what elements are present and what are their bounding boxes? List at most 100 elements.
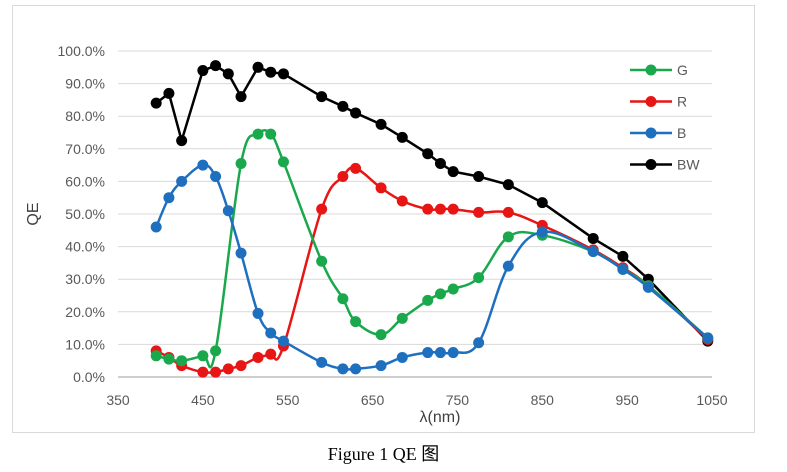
data-point-b (642, 281, 654, 293)
data-point-b (702, 332, 714, 344)
data-point-g (197, 350, 209, 362)
legend-label-b: B (677, 125, 686, 141)
data-point-b (447, 347, 459, 359)
data-point-bw (375, 118, 387, 130)
data-point-b (587, 245, 599, 257)
y-tick-label: 80.0% (65, 108, 105, 124)
x-tick-label: 550 (276, 392, 300, 408)
data-point-bw (617, 250, 629, 262)
y-tick-label: 0.0% (73, 369, 105, 385)
data-point-g (277, 156, 289, 168)
y-tick-label: 100.0% (58, 43, 105, 59)
data-point-bw (316, 91, 328, 103)
data-point-bw (587, 232, 599, 244)
data-point-r (447, 203, 459, 215)
chart-frame (12, 5, 755, 433)
data-point-r (235, 360, 247, 372)
data-point-r (375, 182, 387, 194)
data-point-r (222, 363, 234, 375)
data-point-r (473, 206, 485, 218)
data-point-b (235, 247, 247, 259)
data-point-g (176, 355, 188, 367)
data-point-r (422, 203, 434, 215)
data-point-bw (163, 87, 175, 99)
data-point-g (252, 128, 264, 140)
data-point-bw (502, 179, 514, 191)
data-point-r (197, 366, 209, 378)
x-tick-label: 450 (191, 392, 215, 408)
data-point-g (375, 329, 387, 341)
y-tick-label: 70.0% (65, 141, 105, 157)
x-tick-label: 950 (615, 392, 639, 408)
data-point-g (316, 255, 328, 267)
data-point-r (434, 203, 446, 215)
data-point-b (210, 171, 222, 183)
y-tick-label: 90.0% (65, 76, 105, 92)
y-tick-label: 10.0% (65, 336, 105, 352)
data-point-b (197, 159, 209, 171)
data-point-g (150, 350, 162, 362)
x-axis-label: λ(nm) (420, 409, 461, 426)
data-point-bw (350, 107, 362, 119)
legend-marker-bw (645, 159, 657, 170)
data-point-b (316, 356, 328, 368)
data-point-bw (265, 66, 277, 78)
legend-marker-b (645, 127, 657, 139)
data-point-r (350, 162, 362, 174)
x-tick-label: 850 (531, 392, 555, 408)
data-point-bw (210, 60, 222, 72)
data-point-r (265, 348, 277, 360)
x-tick-label: 750 (446, 392, 470, 408)
data-point-r (337, 171, 349, 183)
data-point-g (473, 272, 485, 284)
data-point-g (350, 316, 362, 328)
legend-label-r: R (677, 94, 687, 110)
y-tick-label: 50.0% (65, 206, 105, 222)
data-point-b (150, 221, 162, 233)
data-point-g (434, 288, 446, 300)
data-point-bw (235, 91, 247, 103)
figure-caption: Figure 1 QE 图 (327, 444, 440, 464)
data-point-b (176, 175, 188, 187)
data-point-r (316, 203, 328, 215)
data-point-r (252, 351, 264, 363)
y-tick-label: 30.0% (65, 271, 105, 287)
legend-label-g: G (677, 62, 688, 78)
data-point-b (536, 226, 548, 238)
data-point-r (396, 195, 408, 207)
x-tick-label: 1050 (696, 392, 727, 408)
data-point-g (422, 294, 434, 306)
legend-marker-g (645, 64, 657, 76)
data-point-b (337, 363, 349, 375)
data-point-g (337, 293, 349, 305)
data-point-g (235, 157, 247, 169)
data-point-b (502, 260, 514, 272)
data-point-bw (252, 61, 264, 73)
data-point-g (163, 353, 175, 365)
data-point-b (422, 347, 434, 359)
y-tick-label: 60.0% (65, 173, 105, 189)
data-point-r (210, 366, 222, 378)
data-point-bw (422, 148, 434, 160)
data-point-g (265, 128, 277, 140)
data-point-r (502, 206, 514, 218)
data-point-b (277, 335, 289, 347)
data-point-b (375, 360, 387, 372)
data-point-bw (396, 131, 408, 143)
data-point-b (222, 205, 234, 217)
data-point-bw (176, 135, 188, 147)
data-point-g (210, 345, 222, 357)
x-tick-label: 650 (361, 392, 385, 408)
x-tick-label: 350 (106, 392, 130, 408)
data-point-bw (536, 197, 548, 209)
y-tick-label: 20.0% (65, 304, 105, 320)
data-point-bw (337, 100, 349, 112)
y-axis-label: QE (25, 202, 42, 225)
legend-marker-r (645, 96, 657, 107)
data-point-b (252, 307, 264, 319)
data-point-bw (447, 166, 459, 178)
data-point-g (502, 231, 514, 243)
data-point-g (447, 283, 459, 295)
data-point-bw (473, 171, 485, 183)
